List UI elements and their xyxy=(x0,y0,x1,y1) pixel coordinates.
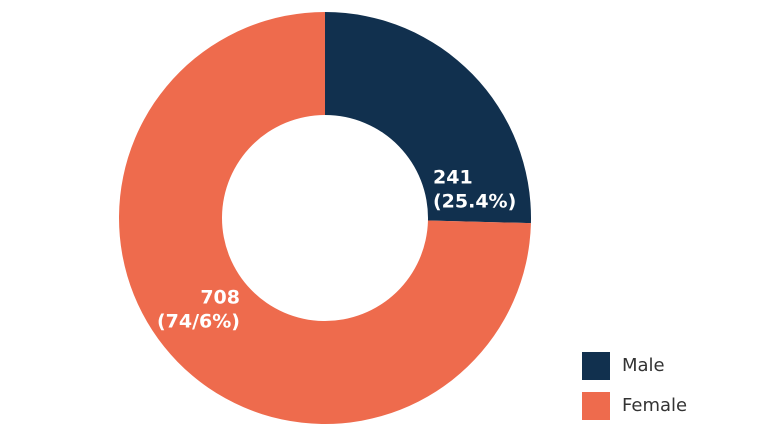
value-label: 241 xyxy=(433,167,473,189)
percent-label: (25.4%) xyxy=(433,191,516,213)
legend-swatch xyxy=(582,392,610,420)
legend-label: Female xyxy=(622,395,687,416)
slice xyxy=(119,12,531,424)
legend-label: Male xyxy=(622,355,665,376)
slice xyxy=(325,12,531,224)
percent-label: (74/6%) xyxy=(157,311,240,333)
value-label: 708 xyxy=(200,287,240,309)
legend-swatch xyxy=(582,352,610,380)
